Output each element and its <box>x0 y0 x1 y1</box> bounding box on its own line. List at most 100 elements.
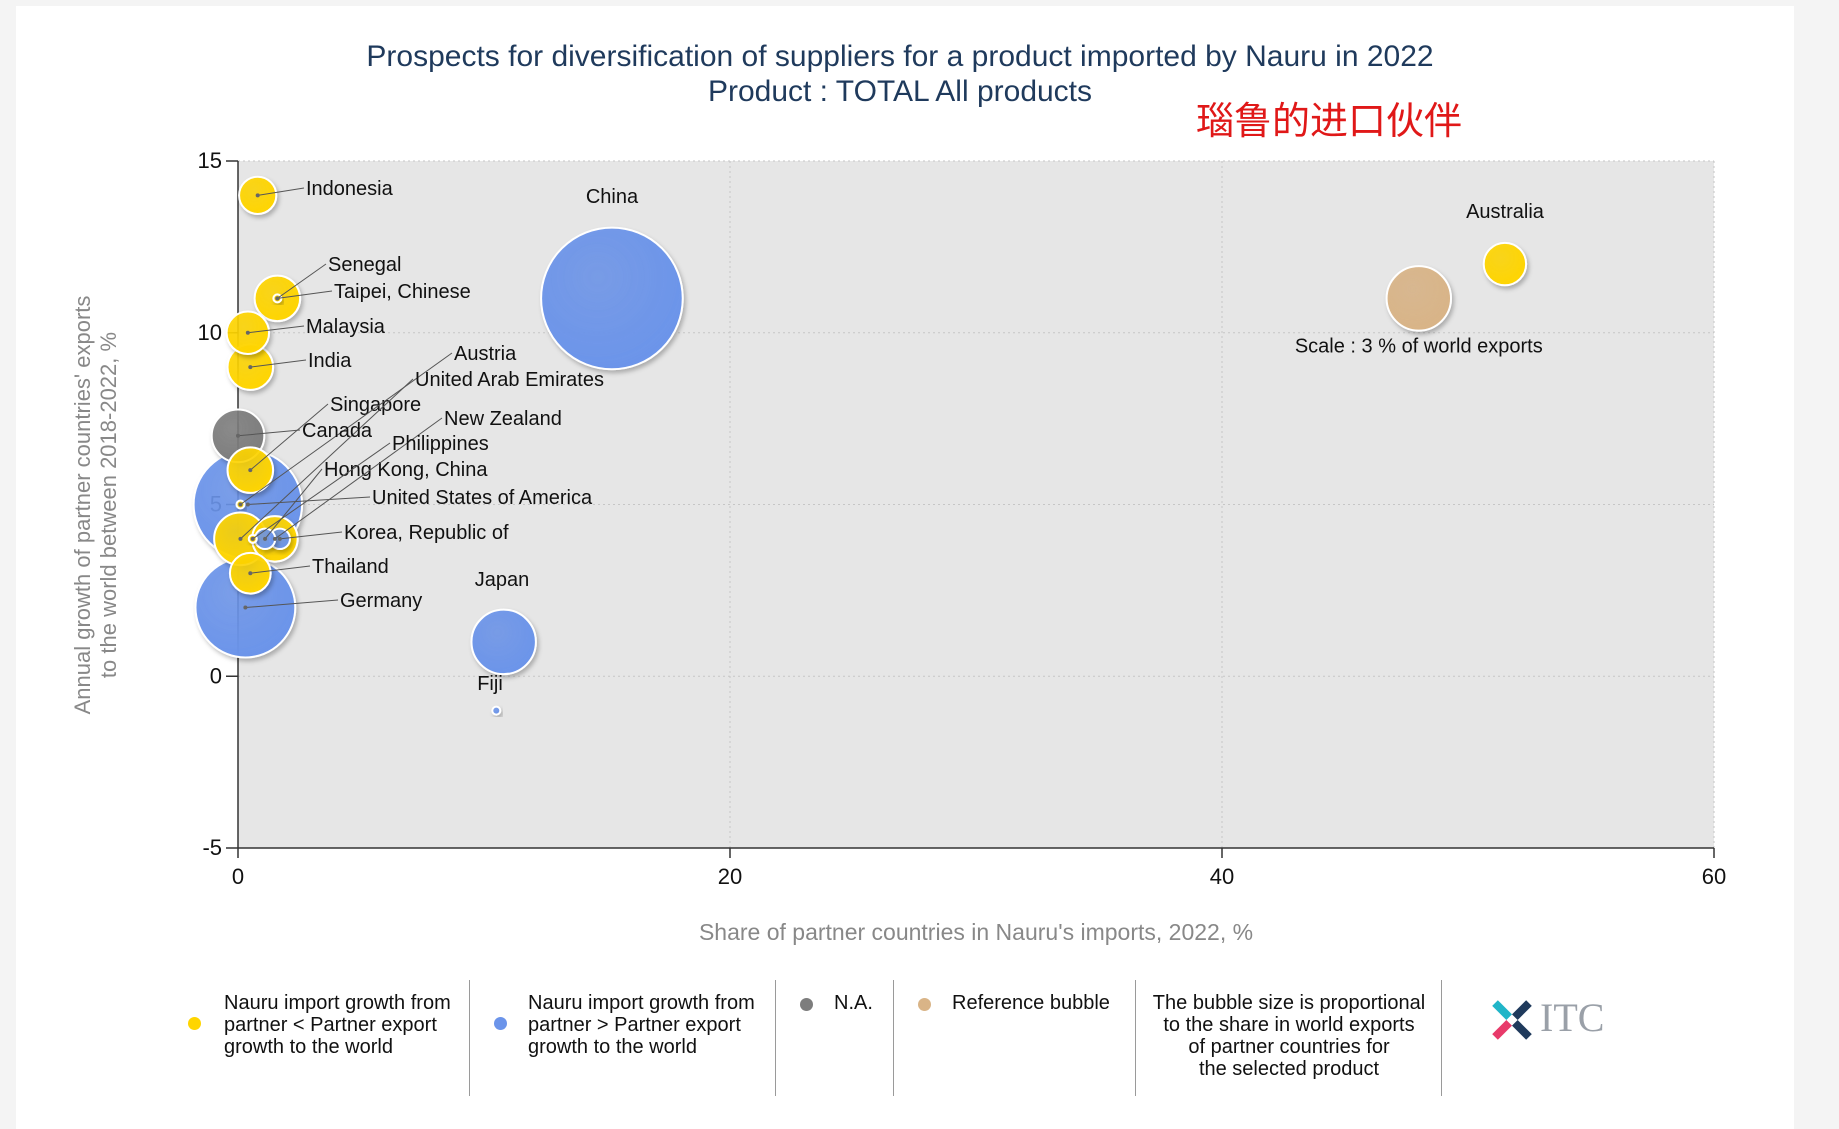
label-leader-line <box>245 599 339 609</box>
point-label: Korea, Republic of <box>344 522 509 544</box>
point-label: Japan <box>475 569 530 591</box>
label-anchor-dot <box>238 502 243 507</box>
label-leader-line <box>247 325 305 334</box>
x-tick-label: 20 <box>718 864 742 889</box>
point-label: Singapore <box>330 394 421 416</box>
bubble-australia <box>1482 241 1528 287</box>
point-label: Indonesia <box>306 178 394 200</box>
y-axis-title-line: to the world between 2018-2022, % <box>96 332 121 678</box>
label-leader-line <box>237 429 301 437</box>
point-label: Thailand <box>312 556 389 578</box>
itc-logo: ITC <box>1482 990 1612 1050</box>
label-leader-line <box>257 187 305 196</box>
point-label: India <box>308 350 352 372</box>
legend-text-line: N.A. <box>834 992 873 1014</box>
point-label: New Zealand <box>444 408 562 430</box>
legend-text-line: growth to the world <box>224 1036 393 1058</box>
label-leader-line <box>249 403 329 471</box>
point-label: Canada <box>302 420 373 442</box>
chart-title: Prospects for diversification of supplie… <box>366 40 1434 73</box>
legend-marker <box>188 1017 201 1030</box>
label-leader-line <box>274 417 443 540</box>
label-leader-line <box>277 290 333 299</box>
legend-marker <box>800 998 813 1011</box>
label-anchor-dot <box>272 536 277 541</box>
point-label: Taipei, Chinese <box>334 281 471 303</box>
legend-marker <box>494 1017 507 1030</box>
reference-bubble <box>1385 265 1453 332</box>
legend-text-line: the selected product <box>1198 1058 1380 1080</box>
y-axis-title-line: Annual growth of partner countries' expo… <box>70 296 95 715</box>
x-tick-label: 0 <box>232 864 244 889</box>
label-anchor-dot <box>263 536 268 541</box>
label-leader-line <box>250 565 311 574</box>
x-axis-title: Share of partner countries in Nauru's im… <box>699 919 1253 945</box>
legend-item: Nauru import growth from partner > Partne… <box>470 980 776 1096</box>
bubble-fiji <box>491 705 502 716</box>
point-label: Senegal <box>328 254 401 276</box>
x-tick-label: 40 <box>1210 864 1234 889</box>
point-label: Malaysia <box>306 316 386 338</box>
label-anchor-dot <box>238 536 243 541</box>
legend-text-line: The bubble size is proportional <box>1152 992 1426 1014</box>
label-anchor-dot <box>255 193 260 198</box>
bubble-japan <box>470 608 537 676</box>
label-anchor-dot <box>243 605 248 610</box>
point-label: Philippines <box>392 433 489 455</box>
legend-text: Nauru import growth from partner < Partne… <box>224 992 451 1058</box>
point-label: China <box>586 186 639 208</box>
legend-text-line: growth to the world <box>528 1036 697 1058</box>
label-anchor-dot <box>250 536 255 541</box>
legend-item: Nauru import growth from partner < Partne… <box>170 980 470 1096</box>
label-anchor-dot <box>236 433 240 438</box>
label-anchor-dot <box>277 536 282 541</box>
legend-text-line: partner > Partner export <box>528 1014 741 1036</box>
legend-text-line: of partner countries for <box>1188 1036 1390 1058</box>
reference-bubble-label: Scale : 3 % of world exports <box>1295 335 1543 357</box>
label-anchor-dot <box>245 502 250 507</box>
bubble-chart: -50510150204060Share of partner countrie… <box>70 148 1726 945</box>
point-label: Australia <box>1466 201 1545 223</box>
itc-logo-icon <box>1492 1000 1532 1040</box>
x-tick-label: 60 <box>1702 864 1726 889</box>
point-label: Germany <box>340 590 422 612</box>
y-tick-label: 15 <box>198 148 222 173</box>
y-tick-label: 10 <box>198 320 222 345</box>
label-anchor-dot <box>275 296 280 301</box>
legend-text-line: Nauru import growth from <box>224 992 451 1014</box>
point-label: Fiji <box>477 673 503 695</box>
bubble-china <box>540 226 684 371</box>
label-leader-line <box>252 442 391 540</box>
label-leader-line <box>240 378 414 540</box>
chinese-annotation: 瑙鲁的进口伙伴 <box>1196 101 1463 143</box>
label-anchor-dot <box>248 468 253 473</box>
label-leader-line <box>279 531 343 540</box>
point-label: United States of America <box>372 487 593 509</box>
y-tick-label: -5 <box>202 835 222 860</box>
point-label: United Arab Emirates <box>415 369 604 391</box>
itc-logo-text: ITC <box>1540 995 1605 1040</box>
point-label: Austria <box>454 343 517 365</box>
legend-text: N.A. <box>834 992 873 1014</box>
label-anchor-dot <box>248 365 253 370</box>
legend-item: Reference bubble <box>894 980 1136 1096</box>
legend: Nauru import growth from partner < Partne… <box>170 980 1442 1100</box>
label-leader-line <box>247 496 371 505</box>
label-leader-line <box>250 359 307 368</box>
legend-text-line: Nauru import growth from <box>528 992 755 1014</box>
chart-subtitle: Product : TOTAL All products <box>707 75 1093 108</box>
legend-item: The bubble size is proportional to the sh… <box>1136 980 1442 1096</box>
y-axis-title: Annual growth of partner countries' expo… <box>70 296 121 715</box>
label-leader-line <box>240 352 453 505</box>
y-tick-label: 0 <box>210 663 222 688</box>
legend-text-line: to the share in world exports <box>1163 1014 1415 1036</box>
legend-text: The bubble size is proportional to the sh… <box>1146 992 1432 1080</box>
label-leader-line <box>277 263 327 299</box>
point-label: Hong Kong, China <box>324 459 488 481</box>
legend-text: Reference bubble <box>952 992 1110 1014</box>
label-anchor-dot <box>245 330 250 335</box>
label-anchor-dot <box>248 571 253 576</box>
label-leader-line <box>264 468 323 540</box>
legend-text-line: Reference bubble <box>952 992 1110 1014</box>
legend-text-line: partner < Partner export <box>224 1014 437 1036</box>
